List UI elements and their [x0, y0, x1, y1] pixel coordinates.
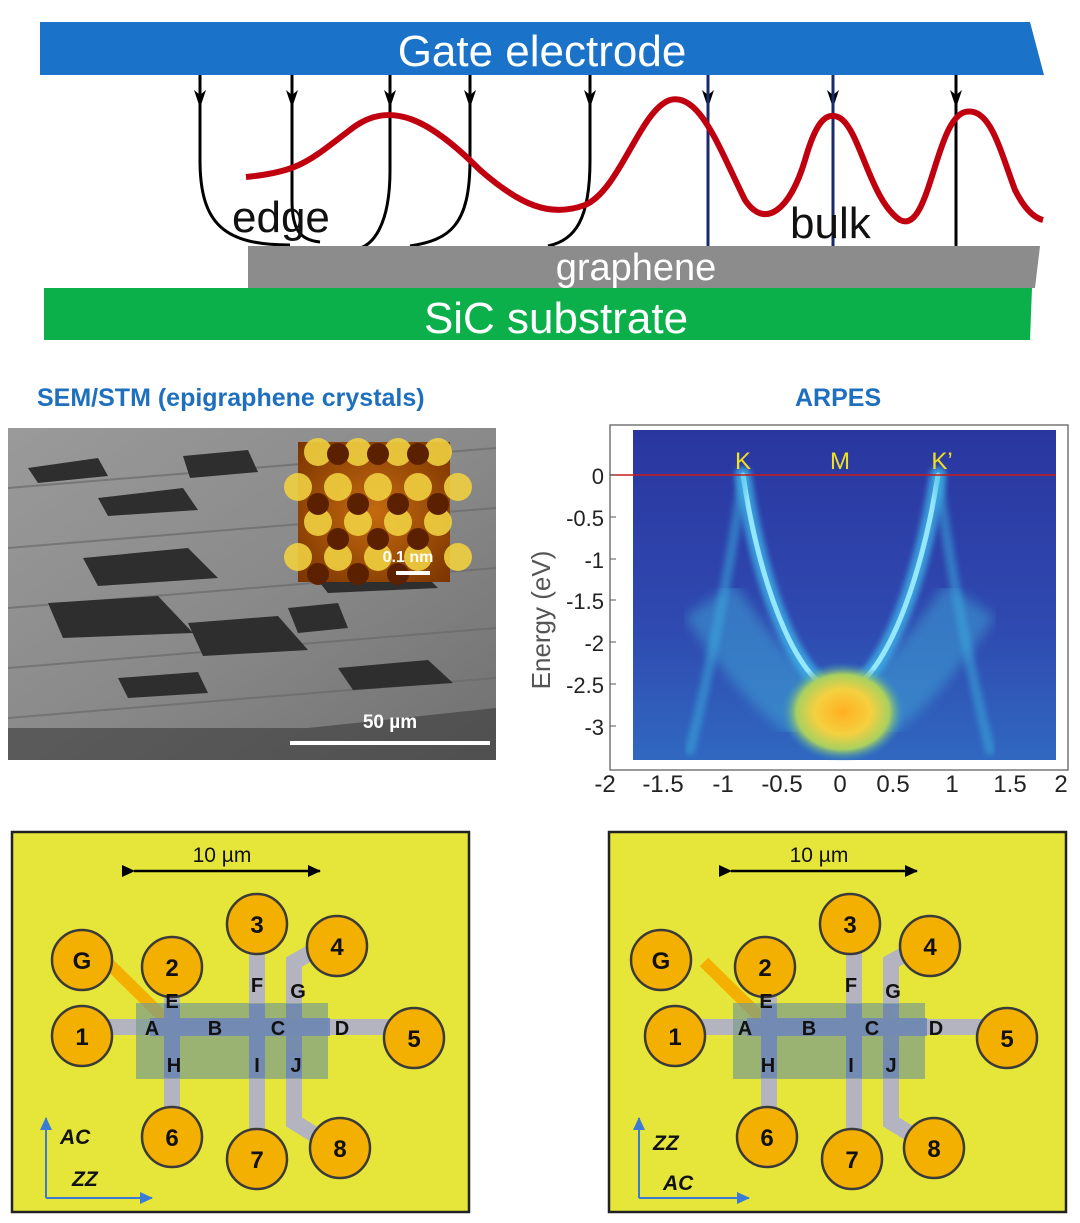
- device-right: 10 µm G 1 2: [607, 830, 1068, 1214]
- contact-pads: [629, 892, 1039, 1191]
- contact-label-5: 5: [1000, 1026, 1013, 1053]
- graphene-layer: [248, 246, 1040, 288]
- node-label-b: B: [208, 1018, 222, 1040]
- node-labels: A B C D E F G H I J: [145, 975, 349, 1077]
- contact-label-1: 1: [668, 1024, 681, 1051]
- node-label-e: E: [759, 991, 772, 1013]
- axis-label-horizontal: AC: [662, 1172, 694, 1195]
- x-tick-label: 1.5: [993, 771, 1026, 798]
- arpes-y-ticks: 0 -0.5 -1 -1.5 -2 -2.5 -3: [566, 464, 604, 740]
- stm-inset: 0.1 nm: [284, 438, 472, 585]
- x-tick-label: 0.5: [876, 771, 909, 798]
- y-tick-label: -2: [584, 631, 604, 656]
- contact-label-2: 2: [758, 955, 771, 982]
- k-point-label: K: [735, 448, 751, 475]
- field-arrowheads: [194, 90, 962, 108]
- device-left: 10 µm: [10, 830, 471, 1214]
- x-tick-label: -1.5: [642, 771, 683, 798]
- arpes-y-axis-label: Energy (eV): [526, 551, 556, 690]
- y-tick-label: 0: [592, 464, 604, 489]
- node-labels: A B C D E F G H I J: [738, 975, 943, 1077]
- contact-label-1: 1: [75, 1024, 88, 1051]
- node-label-e: E: [165, 991, 178, 1013]
- node-label-g: G: [290, 981, 306, 1003]
- contact-labels: G 1 2 3 4 5 6 7 8: [652, 912, 1014, 1174]
- node-label-d: D: [929, 1018, 943, 1040]
- arpes-x-ticks: -2 -1.5 -1 -0.5 0 0.5 1 1.5 2: [594, 771, 1067, 798]
- node-label-h: H: [761, 1055, 775, 1077]
- axis-label-vertical: AC: [59, 1126, 91, 1149]
- contact-label-g: G: [73, 948, 92, 975]
- sem-image: 0.1 nm 50 µm: [8, 428, 496, 760]
- contact-label-7: 7: [250, 1147, 263, 1174]
- sic-substrate-label: SiC substrate: [424, 294, 688, 343]
- x-tick-label: -2: [594, 771, 615, 798]
- bulk-label: bulk: [790, 199, 872, 248]
- axis-label-vertical: ZZ: [652, 1132, 680, 1155]
- contact-label-7: 7: [845, 1147, 858, 1174]
- contact-labels: G 1 2 3 4 5 6 7 8: [73, 912, 421, 1174]
- node-label-d: D: [335, 1018, 349, 1040]
- bulk-field-lines: [706, 75, 958, 246]
- device-scale-label: 10 µm: [790, 844, 849, 867]
- contact-label-g: G: [652, 948, 671, 975]
- contact-label-3: 3: [843, 912, 856, 939]
- gate-electrode-label: Gate electrode: [398, 27, 687, 76]
- node-label-c: C: [271, 1018, 285, 1040]
- contact-label-3: 3: [250, 912, 263, 939]
- contact-label-6: 6: [165, 1125, 178, 1152]
- node-label-j: J: [885, 1055, 896, 1077]
- node-label-c: C: [865, 1018, 879, 1040]
- m-point-label: M: [830, 448, 850, 475]
- edge-label: edge: [232, 193, 330, 242]
- contact-label-4: 4: [330, 934, 344, 961]
- gate-electrode-bar: [40, 22, 1044, 75]
- arpes-panel-title: ARPES: [795, 384, 882, 412]
- kprime-point-label: K’: [931, 448, 952, 475]
- axis-label-horizontal: ZZ: [71, 1168, 99, 1191]
- node-label-a: A: [145, 1018, 159, 1040]
- node-label-i: I: [848, 1055, 854, 1077]
- node-label-h: H: [167, 1055, 181, 1077]
- arpes-plot: K M K’ 0 -0.5 -1 -1.5 -2 -2.5 -3 Energy …: [526, 424, 1069, 798]
- node-label-f: F: [251, 975, 263, 997]
- gate-schematic: Gate electrode edge bulk graphene SiC su…: [40, 22, 1044, 343]
- x-tick-label: 2: [1054, 771, 1067, 798]
- device-scale-label: 10 µm: [193, 844, 252, 867]
- contact-label-8: 8: [333, 1136, 346, 1163]
- contact-pads: [50, 892, 446, 1191]
- x-tick-label: -1: [712, 771, 733, 798]
- node-label-g: G: [885, 981, 901, 1003]
- y-tick-label: -1: [584, 548, 604, 573]
- x-tick-label: 0: [833, 771, 846, 798]
- contact-label-2: 2: [165, 955, 178, 982]
- device-panels: 10 µm: [10, 830, 1068, 1214]
- y-tick-label: -3: [584, 715, 604, 740]
- sem-scale-label: 50 µm: [363, 712, 417, 733]
- contact-label-5: 5: [407, 1026, 420, 1053]
- node-label-i: I: [254, 1055, 260, 1077]
- x-tick-label: -0.5: [761, 771, 802, 798]
- y-tick-label: -0.5: [566, 506, 604, 531]
- contact-label-4: 4: [923, 934, 937, 961]
- contact-label-6: 6: [760, 1125, 773, 1152]
- sem-panel-title: SEM/STM (epigraphene crystals): [37, 384, 425, 412]
- arpes-hotspot: [781, 662, 905, 762]
- charge-density-wave: [245, 96, 1044, 225]
- x-tick-label: 1: [945, 771, 958, 798]
- epigraphene-crystals: [28, 450, 453, 698]
- sic-substrate: [44, 288, 1032, 340]
- inset-scale-label: 0.1 nm: [383, 549, 434, 566]
- contact-label-8: 8: [927, 1136, 940, 1163]
- node-label-b: B: [802, 1018, 816, 1040]
- graphene-label: graphene: [556, 247, 717, 289]
- y-tick-label: -1.5: [566, 589, 604, 614]
- y-tick-label: -2.5: [566, 673, 604, 698]
- node-label-j: J: [290, 1055, 301, 1077]
- node-label-f: F: [845, 975, 857, 997]
- node-label-a: A: [738, 1018, 752, 1040]
